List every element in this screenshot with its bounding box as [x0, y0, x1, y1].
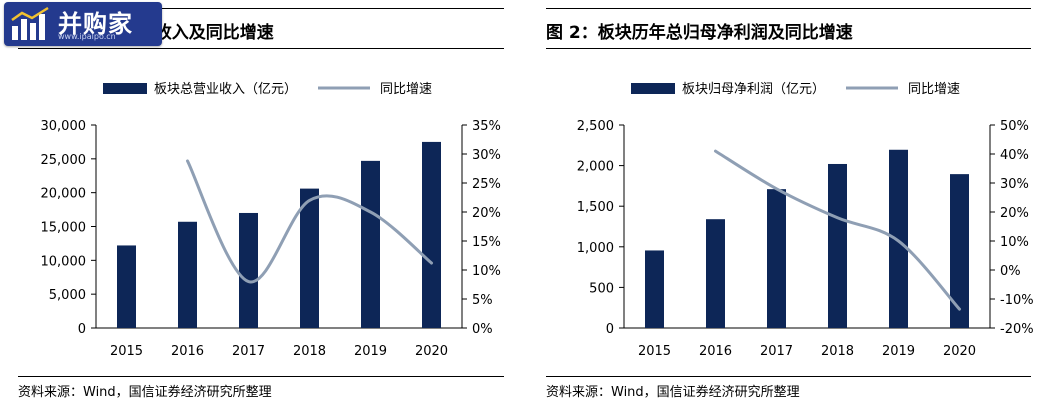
legend-bar-swatch [631, 83, 675, 94]
y-right-tick-label: 0% [472, 322, 493, 337]
x-tick-label: 2019 [882, 344, 915, 359]
source-note: 资料来源：Wind，国信证券经济研究所整理 [546, 385, 800, 400]
growth-line [186, 159, 433, 284]
y-left-tick-label: 0 [606, 322, 614, 337]
bar [828, 163, 847, 328]
y-left-tick-label: 1,500 [577, 200, 614, 215]
x-tick-label: 2018 [821, 344, 854, 359]
figure-2: 图 2：板块历年总归母净利润及同比增速 板块归母净利润（亿元） 同比增速 0 500 1… [528, 0, 1049, 410]
y-right-tick-label: 30% [472, 148, 501, 163]
bar [767, 189, 786, 328]
y-right-tick-label: 20% [1000, 206, 1029, 221]
y-right-tick-label: -20% [1000, 322, 1034, 337]
source-note: 资料来源：Wind，国信证券经济研究所整理 [18, 385, 272, 400]
title-rule-bottom [546, 48, 1031, 49]
y-right-tick-label: 5% [472, 293, 493, 308]
bar [706, 219, 725, 328]
building-chart-icon [11, 6, 49, 40]
y-right-tick-label: 0% [1000, 264, 1021, 279]
y-right-tick-label: -10% [1000, 293, 1034, 308]
growth-line [714, 149, 961, 311]
y-right-tick-label: 10% [1000, 235, 1029, 250]
x-tick-label: 2017 [760, 344, 793, 359]
y-right-tick-label: 50% [1000, 119, 1029, 134]
y-left-tick-label: 10,000 [41, 254, 87, 269]
figure-1: 图 1：板块总营业收入及同比增速 板块总营业收入（亿元）同比增速05,00010… [0, 0, 522, 410]
watermark-name: 并购家 [58, 10, 133, 38]
legend-bar-label: 板块归母净利润（亿元） [682, 82, 825, 97]
x-tick-label: 2020 [943, 344, 976, 359]
y-left-tick-label: 20,000 [41, 187, 87, 202]
y-left-tick-label: 5,000 [49, 288, 86, 303]
bar [300, 188, 319, 328]
legend-line-label: 同比增速 [908, 82, 960, 97]
x-tick-label: 2016 [699, 344, 732, 359]
bar [889, 149, 908, 328]
source-rule [18, 376, 504, 377]
watermark-url: www.ipaipo.cn [58, 32, 116, 41]
y-left-tick-label: 2,000 [577, 160, 614, 175]
y-left-tick-label: 25,000 [41, 153, 87, 168]
x-tick-label: 2018 [293, 344, 326, 359]
x-tick-label: 2015 [110, 344, 143, 359]
bar [645, 250, 664, 328]
bar [422, 141, 441, 328]
y-left-tick-label: 0 [78, 322, 86, 337]
title-rule-top [546, 8, 1031, 9]
y-right-tick-label: 25% [472, 177, 501, 192]
net-profit-chart: 板块归母净利润（亿元） 同比增速 0 500 1,000 1,500 2,000 2,500 -… [577, 82, 1034, 359]
source-rule [546, 376, 1031, 377]
y-left-tick-label: 15,000 [41, 221, 87, 236]
figure-title: 图 2：板块历年总归母净利润及同比增速 [546, 23, 853, 43]
x-tick-label: 2016 [171, 344, 204, 359]
y-right-tick-label: 20% [472, 206, 501, 221]
title-rule-top [18, 8, 504, 9]
legend-bar-swatch [103, 83, 147, 94]
x-tick-label: 2017 [232, 344, 265, 359]
y-left-tick-label: 1,000 [577, 241, 614, 256]
x-tick-label: 2019 [354, 344, 387, 359]
y-right-tick-label: 15% [472, 235, 501, 250]
revenue-chart: 板块总营业收入（亿元） 同比增速 0 5,000 10,000 15,000 20,000 2… [41, 82, 501, 359]
watermark-logo: 并购家 www.ipaipo.cn [4, 2, 162, 46]
bar [117, 245, 136, 328]
legend-bar-label: 板块总营业收入（亿元） [154, 82, 297, 97]
y-left-tick-label: 500 [589, 281, 614, 296]
y-left-tick-label: 2,500 [577, 119, 614, 134]
title-rule-bottom [18, 48, 504, 49]
legend-line-label: 同比增速 [380, 82, 432, 97]
y-right-tick-label: 10% [472, 264, 501, 279]
y-right-tick-label: 30% [1000, 177, 1029, 192]
y-left-tick-label: 30,000 [41, 119, 87, 134]
bar [239, 212, 258, 328]
bar [361, 160, 380, 328]
bar [178, 221, 197, 328]
bar [950, 174, 969, 328]
y-right-tick-label: 35% [472, 119, 501, 134]
x-tick-label: 2015 [638, 344, 671, 359]
y-right-tick-label: 40% [1000, 148, 1029, 163]
x-tick-label: 2020 [415, 344, 448, 359]
